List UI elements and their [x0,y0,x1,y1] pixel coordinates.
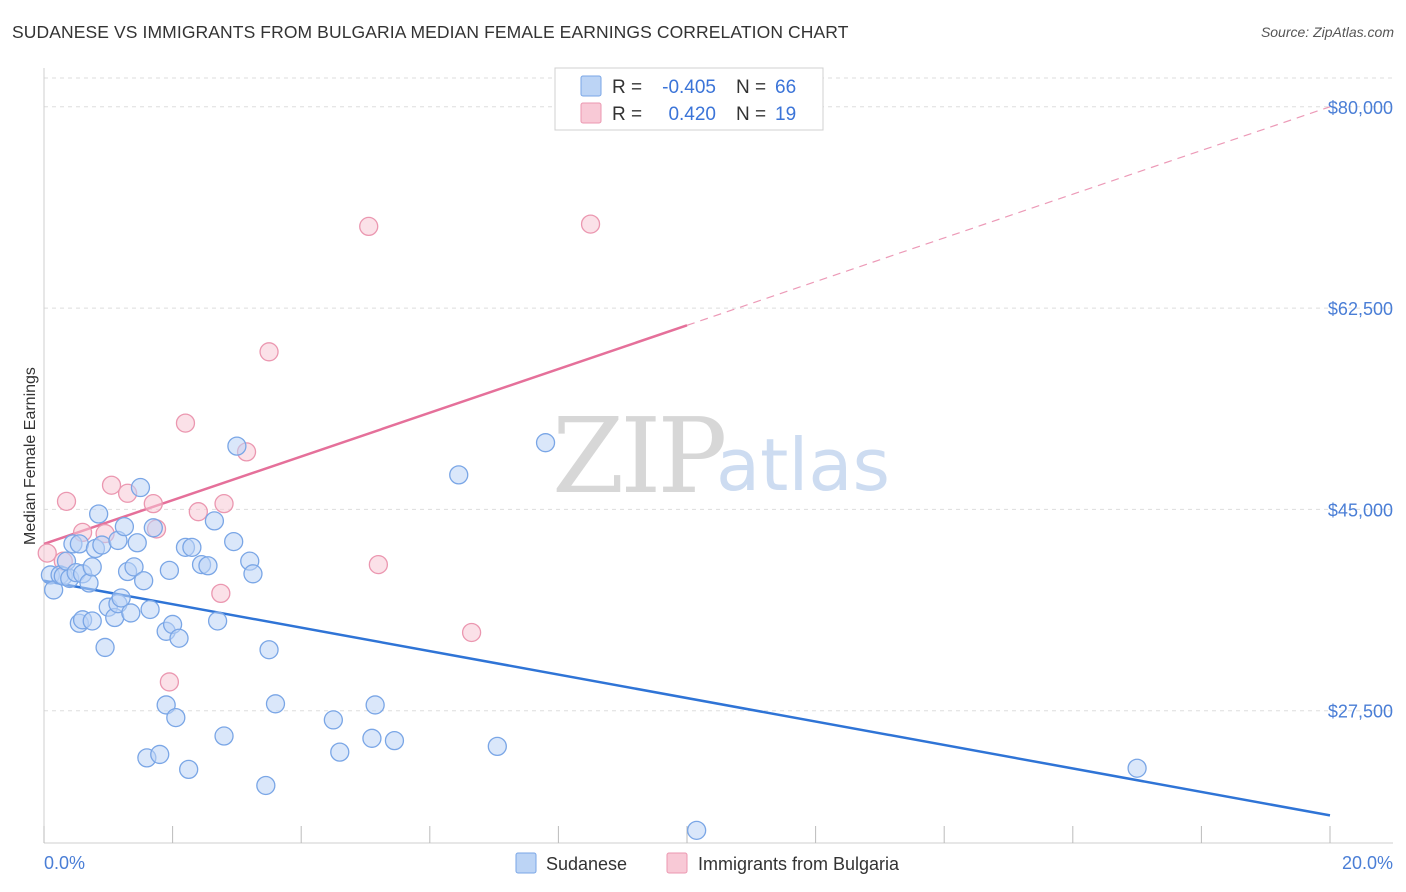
bulgaria-point [359,216,379,237]
sudanese-point [114,516,135,537]
sudanese-point [150,744,170,765]
legend-n-label-2: N = [736,104,766,125]
sudanese-point [182,537,202,558]
bulgaria-point [56,491,77,511]
sudanese-point [166,707,186,728]
sudanese-point [207,611,228,631]
legend-r-label-1: R = [612,77,642,98]
bottom-legend-bulgaria: Immigrants from Bulgaria [698,854,900,874]
sudanese-point [265,694,286,714]
sudanese-point [92,535,112,555]
sudanese-point [69,534,90,554]
legend-n-value-1: 66 [775,77,796,98]
sudanese-point [323,710,344,730]
sudanese-point [143,518,163,538]
legend-r-label-2: R = [612,104,642,125]
sudanese-point [134,571,154,591]
sudanese-trend [43,579,1331,817]
bulgaria-point [211,583,231,604]
sudanese-points [40,433,1147,840]
series-legend: Sudanese Immigrants from Bulgaria [515,852,900,874]
sudanese-point [686,820,707,840]
sudanese-point [130,477,151,498]
bottom-legend-swatch-sudanese [515,852,537,874]
sudanese-point [121,603,141,623]
bulgaria-point [175,413,196,433]
bulgaria-point [368,554,389,575]
sudanese-point [82,611,102,631]
sudanese-point [535,433,556,453]
legend-n-label-1: N = [736,77,766,98]
y-tick-label: $27,500 [1328,702,1393,722]
sudanese-point [179,759,199,780]
bottom-legend-sudanese: Sudanese [546,854,627,874]
bulgaria-point [188,502,208,522]
x-tick-label-min: 0.0% [44,853,85,873]
sudanese-point [365,695,385,715]
bulgaria-point [259,342,279,362]
sudanese-point [449,465,469,485]
sudanese-point [89,504,109,524]
watermark-atlas: atlas [716,423,890,507]
sudanese-point [330,742,350,762]
sudanese-point [198,556,218,576]
sudanese-point [204,511,225,531]
sudanese-point [140,599,160,620]
sudanese-point [95,637,115,658]
sudanese-point [159,560,180,581]
sudanese-point [82,557,102,577]
sudanese-point [214,726,234,746]
sudanese-point [224,531,244,552]
trend-line-dashed [686,106,1331,326]
x-ticks [43,826,1331,843]
sudanese-point [227,436,247,456]
sudanese-point [243,564,263,584]
bulgaria-point [214,493,234,514]
sudanese-point [79,573,99,593]
x-tick-label-max: 20.0% [1342,853,1393,873]
sudanese-point [124,557,144,577]
axes [43,68,1393,844]
sudanese-point [111,588,131,608]
stats-legend: R = -0.405 N = 66 R = 0.420 N = 19 [554,67,824,131]
bulgaria-point [580,214,601,234]
legend-swatch-blue [580,75,602,97]
sudanese-point [384,730,405,751]
chart-title: SUDANESE VS IMMIGRANTS FROM BULGARIA MED… [12,22,849,42]
sudanese-point [127,533,147,553]
y-tick-label: $62,500 [1328,299,1393,319]
sudanese-point [169,628,189,648]
bottom-legend-swatch-bulgaria [666,852,688,874]
bulgaria-point [143,493,163,514]
trend-line [43,579,1331,817]
legend-swatch-pink [580,102,602,124]
bulgaria-point [461,622,482,643]
watermark-zip: ZIP [552,395,724,517]
bulgaria-point [37,543,57,563]
bulgaria-point [159,672,180,692]
legend-n-value-2: 19 [775,104,796,125]
bulgaria-point [101,475,122,495]
source-credit: Source: ZipAtlas.com [1260,24,1394,40]
sudanese-point [259,640,279,660]
y-tick-labels: $27,500 $45,000 $62,500 $80,000 [1328,98,1393,722]
y-tick-label: $80,000 [1328,98,1393,118]
sudanese-point [362,728,382,748]
sudanese-point [256,775,276,796]
sudanese-point [1127,758,1147,778]
legend-r-value-1: -0.405 [662,77,716,98]
y-tick-label: $45,000 [1328,500,1393,520]
y-axis-label: Median Female Earnings [22,367,39,545]
sudanese-point [487,736,507,757]
legend-r-value-2: 0.420 [668,104,716,125]
